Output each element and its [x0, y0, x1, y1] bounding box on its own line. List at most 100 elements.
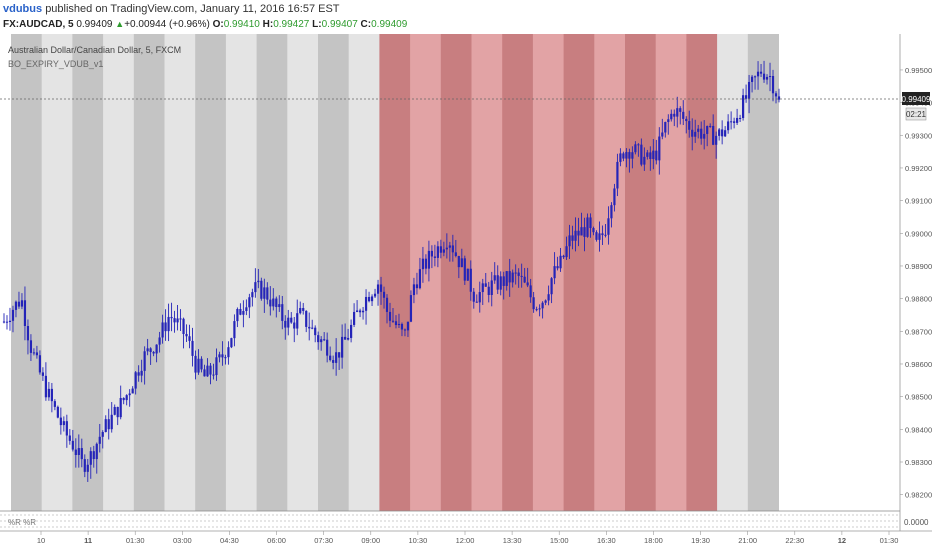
session-band [103, 34, 135, 511]
candle-body [296, 313, 299, 329]
high-value: 0.99427 [273, 19, 310, 30]
candle-body [263, 287, 266, 299]
chart-frame[interactable]: Australian Dollar/Canadian Dollar, 5, FX… [0, 34, 932, 550]
price-tick-label: 0.98500 [905, 393, 932, 402]
candle-body [257, 280, 260, 283]
price-tick-label: 0.98900 [905, 262, 932, 271]
candle-body [209, 365, 212, 375]
candle-body [532, 297, 535, 310]
author-link[interactable]: vdubus [3, 3, 43, 15]
candle-body [23, 300, 27, 326]
candle-body [275, 298, 278, 308]
candle-body [143, 351, 146, 371]
candle-body [239, 309, 242, 315]
candle-body [47, 388, 50, 398]
candle-body [116, 406, 119, 418]
candle-body [676, 108, 679, 117]
price-axis[interactable]: 0.995000.994000.993000.992000.991000.990… [900, 66, 932, 500]
candle-body [131, 388, 134, 394]
indicator-title: BO_EXPIRY_VDUB_v1 [8, 59, 103, 69]
chart-header: vdubus published on TradingView.com, Jan… [0, 0, 932, 34]
candle-body [421, 258, 425, 270]
time-tick-label: 04:30 [220, 536, 239, 545]
candle-body [287, 317, 290, 328]
candle-body [541, 302, 544, 309]
candle-body [260, 280, 263, 299]
session-band [348, 34, 380, 511]
candle-body [206, 365, 209, 377]
price-tick-label: 0.99500 [905, 66, 932, 75]
candle-body [338, 352, 341, 358]
candle-body [107, 419, 110, 430]
candle-body [71, 440, 74, 450]
candle-body [733, 121, 736, 123]
candle-body [254, 282, 257, 293]
candle-body [191, 340, 194, 356]
time-tick-label: 12:00 [456, 536, 475, 545]
candle-body [499, 276, 502, 290]
candle-body [293, 322, 296, 329]
candle-body [469, 268, 472, 292]
price-badge-text: 0.99409 [902, 95, 931, 104]
candle-body [457, 256, 460, 268]
candle-body [463, 258, 466, 281]
candle-body [95, 443, 98, 460]
candle-body [715, 135, 718, 145]
candle-body [598, 233, 601, 240]
candle-body [158, 337, 161, 345]
candle-body [403, 329, 407, 331]
candle-body [218, 354, 221, 358]
lower-pane-label: %R %R [8, 518, 36, 527]
candle-body [753, 76, 757, 78]
close-label: C: [360, 19, 372, 30]
ohlc-line: FX:AUDCAD, 5 0.99409 ▲+0.00944 (+0.96%) … [3, 19, 407, 30]
candle-body [224, 357, 227, 359]
candle-body [706, 126, 709, 134]
candle-body [341, 336, 344, 358]
time-tick-label: 12 [838, 536, 846, 545]
candle-body [774, 93, 778, 97]
candle-body [388, 311, 392, 321]
candle-body [703, 133, 706, 139]
candle-body [741, 95, 745, 118]
candle-body [565, 246, 568, 258]
candle-body [161, 322, 164, 338]
last-price: 0.99409 [76, 19, 113, 30]
low-value: 0.99407 [321, 19, 358, 30]
candle-body [113, 406, 116, 415]
candle-body [332, 360, 335, 363]
price-tick-label: 0.98300 [905, 458, 932, 467]
candle-body [385, 297, 389, 312]
candle-body [355, 310, 359, 312]
candle-body [655, 150, 658, 161]
candle-body [553, 266, 556, 279]
time-tick-label: 21:00 [738, 536, 757, 545]
session-band [287, 34, 319, 511]
candle-body [203, 369, 206, 377]
candle-body [631, 152, 634, 159]
candle-body [418, 269, 422, 289]
candle-body [454, 252, 457, 257]
candle-body [490, 280, 493, 295]
published-text: published on TradingView.com, January 11… [45, 3, 340, 15]
candle-body [409, 295, 413, 322]
candle-body [514, 272, 517, 274]
candle-body [484, 283, 487, 287]
candlestick-series [2, 60, 781, 482]
time-axis[interactable]: 10 11 01:30 03:00 04:30 06:00 07:30 09:00 10:30 1… [37, 531, 899, 545]
price-chart[interactable]: Australian Dollar/Canadian Dollar, 5, FX… [0, 34, 932, 550]
candle-body [65, 421, 68, 436]
open-label: O: [212, 19, 224, 30]
candle-body [361, 310, 365, 313]
candle-body [2, 321, 6, 323]
price-badge-bg [902, 92, 930, 105]
candle-body [682, 111, 685, 119]
time-tick-label: 06:00 [267, 536, 286, 545]
candle-body [762, 73, 766, 80]
candle-body [379, 284, 383, 292]
candle-body [200, 358, 203, 370]
candle-body [649, 152, 652, 160]
candle-body [98, 436, 101, 444]
candle-body [625, 152, 628, 159]
time-tick-label: 03:00 [173, 536, 192, 545]
